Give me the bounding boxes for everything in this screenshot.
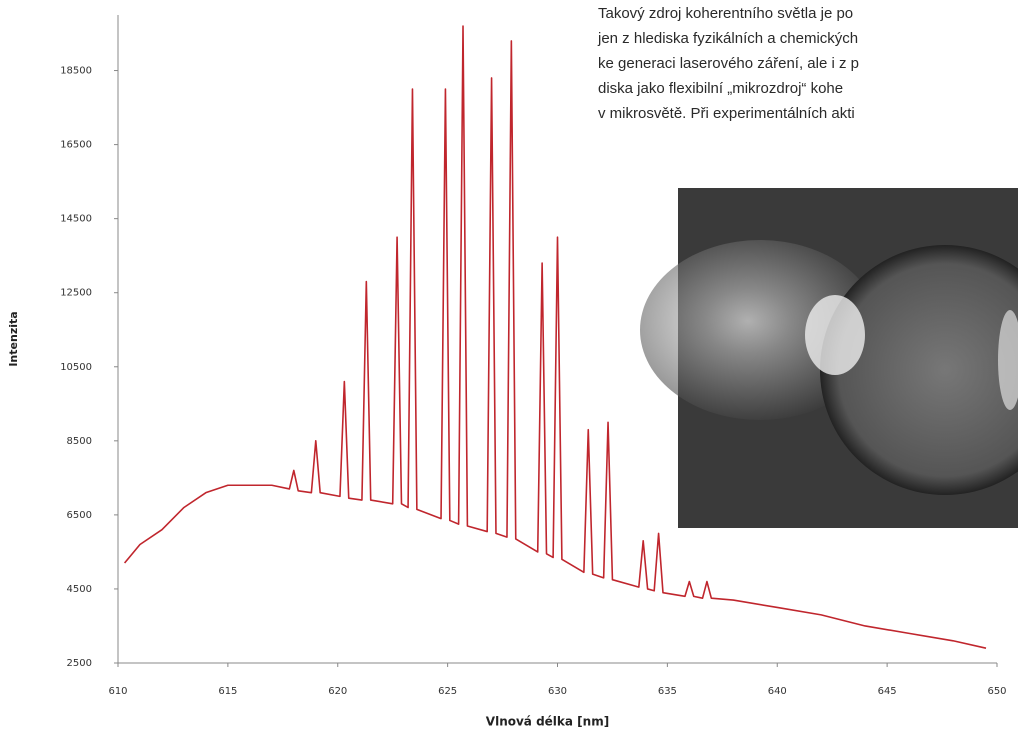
x-tick-label: 635 (658, 686, 677, 697)
x-tick-label: 650 (987, 686, 1006, 697)
x-tick-label: 645 (878, 686, 897, 697)
paragraph-line: v mikrosvětě. Při experimentálních akti (598, 105, 855, 122)
paragraph-line: diska jako flexibilní „mikrozdroj“ kohe (598, 80, 843, 97)
chart: 2500 4500 6500 8500 10500 12500 14500 16500 1850… (7, 15, 1007, 729)
y-tick-label: 12500 (60, 288, 92, 299)
y-tick-label: 16500 (60, 140, 92, 151)
paragraph-line: jen z hlediska fyzikálních a chemických (597, 30, 858, 47)
y-tick-label: 8500 (67, 436, 92, 447)
x-tick-label: 610 (108, 686, 127, 697)
spectrum-line (123, 25, 987, 649)
y-tick-label: 4500 (67, 584, 92, 595)
y-tick-label: 14500 (60, 214, 92, 225)
y-tick-label: 2500 (67, 658, 92, 669)
x-tick-label: 640 (768, 686, 787, 697)
y-axis-label: Intenzita (7, 311, 20, 366)
paragraph-line: ke generaci laserového záření, ale i z p (598, 55, 859, 72)
x-tick-label: 620 (328, 686, 347, 697)
x-tick-label: 615 (218, 686, 237, 697)
y-tick-label: 6500 (67, 510, 92, 521)
x-tick-label: 625 (438, 686, 457, 697)
y-tick-label: 18500 (60, 66, 92, 77)
x-tick-label: 630 (548, 686, 567, 697)
photo (640, 188, 1018, 528)
y-tick-label: 10500 (60, 362, 92, 373)
paragraph-line: Takový zdroj koherentního světla je po (598, 5, 853, 22)
x-axis-label: Vlnová délka [nm] (486, 715, 609, 729)
